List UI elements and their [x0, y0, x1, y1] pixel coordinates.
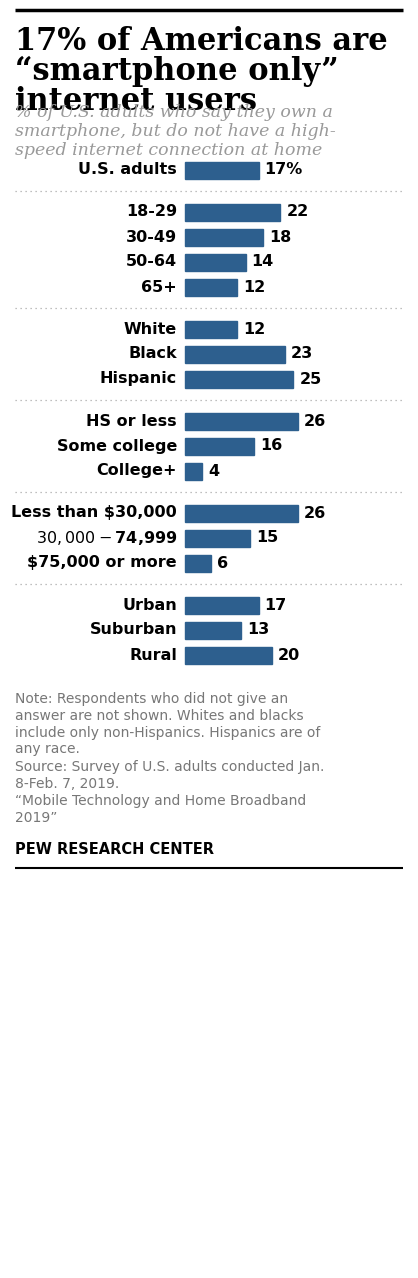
Text: 50-64: 50-64: [126, 254, 177, 270]
Bar: [185, 413, 298, 429]
Text: 4: 4: [208, 464, 219, 478]
Text: 23: 23: [291, 346, 313, 362]
Bar: [185, 161, 259, 179]
Text: 25: 25: [299, 372, 321, 386]
Text: Suburban: Suburban: [89, 622, 177, 638]
Text: “Mobile Technology and Home Broadband: “Mobile Technology and Home Broadband: [15, 794, 306, 808]
Text: 8-Feb. 7, 2019.: 8-Feb. 7, 2019.: [15, 777, 119, 791]
Text: any race.: any race.: [15, 743, 80, 757]
Text: 18-29: 18-29: [126, 204, 177, 220]
Bar: [185, 555, 211, 571]
Text: PEW RESEARCH CENTER: PEW RESEARCH CENTER: [15, 841, 214, 856]
Text: speed internet connection at home: speed internet connection at home: [15, 142, 322, 158]
Text: include only non-Hispanics. Hispanics are of: include only non-Hispanics. Hispanics ar…: [15, 726, 320, 740]
Text: Less than $30,000: Less than $30,000: [11, 506, 177, 520]
Text: Source: Survey of U.S. adults conducted Jan.: Source: Survey of U.S. adults conducted …: [15, 759, 324, 773]
Text: % of U.S. adults who say they own a: % of U.S. adults who say they own a: [15, 104, 333, 121]
Text: 16: 16: [260, 438, 283, 454]
Text: 65+: 65+: [141, 280, 177, 294]
Text: 17% of Americans are: 17% of Americans are: [15, 26, 388, 58]
Text: Note: Respondents who did not give an: Note: Respondents who did not give an: [15, 691, 288, 705]
Text: HS or less: HS or less: [87, 414, 177, 428]
Bar: [185, 437, 254, 455]
Text: “smartphone only”: “smartphone only”: [15, 56, 339, 87]
Text: Urban: Urban: [122, 598, 177, 612]
Text: answer are not shown. Whites and blacks: answer are not shown. Whites and blacks: [15, 708, 303, 722]
Text: 14: 14: [252, 254, 274, 270]
Bar: [185, 371, 293, 387]
Text: 6: 6: [217, 556, 228, 570]
Bar: [185, 621, 241, 639]
Text: 17%: 17%: [265, 162, 303, 178]
Bar: [185, 505, 298, 521]
Bar: [185, 597, 259, 613]
Text: Rural: Rural: [129, 648, 177, 662]
Text: 22: 22: [286, 204, 308, 220]
Bar: [185, 345, 285, 363]
Text: 12: 12: [243, 280, 265, 294]
Bar: [185, 203, 280, 221]
Text: 2019”: 2019”: [15, 810, 57, 824]
Bar: [185, 463, 202, 479]
Text: 26: 26: [303, 414, 326, 428]
Text: 17: 17: [265, 598, 287, 612]
Text: $30,000-$74,999: $30,000-$74,999: [36, 529, 177, 547]
Text: White: White: [124, 322, 177, 336]
Text: 13: 13: [247, 622, 270, 638]
Text: $75,000 or more: $75,000 or more: [27, 556, 177, 570]
Text: 26: 26: [303, 506, 326, 520]
Text: 20: 20: [278, 648, 300, 662]
Text: College+: College+: [97, 464, 177, 478]
Text: 15: 15: [256, 530, 278, 546]
Bar: [185, 253, 246, 271]
Bar: [185, 647, 272, 663]
Bar: [185, 321, 237, 337]
Text: internet users: internet users: [15, 86, 257, 118]
Bar: [185, 529, 250, 547]
Text: smartphone, but do not have a high-: smartphone, but do not have a high-: [15, 123, 336, 141]
Text: Hispanic: Hispanic: [100, 372, 177, 386]
Text: U.S. adults: U.S. adults: [78, 162, 177, 178]
Text: 30-49: 30-49: [126, 230, 177, 244]
Text: 18: 18: [269, 230, 291, 244]
Text: Some college: Some college: [56, 438, 177, 454]
Bar: [185, 279, 237, 295]
Text: Black: Black: [128, 346, 177, 362]
Text: 12: 12: [243, 322, 265, 336]
Bar: [185, 229, 263, 245]
